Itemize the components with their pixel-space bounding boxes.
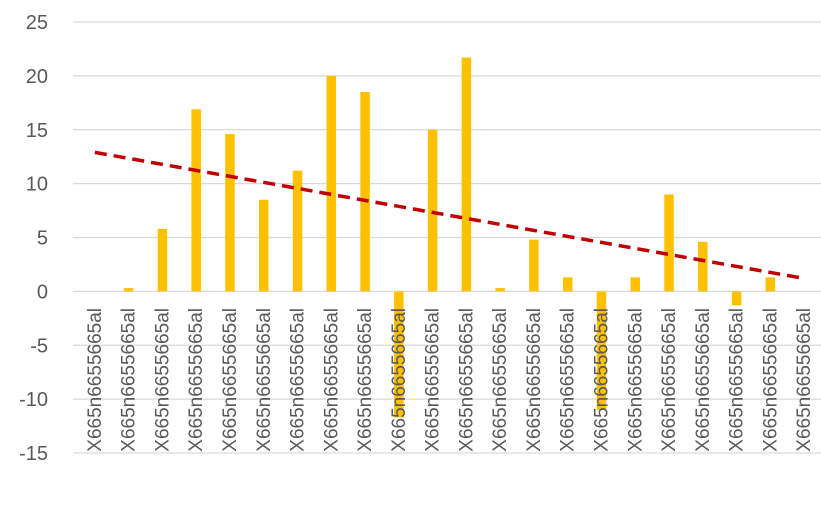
bar [225,134,235,292]
bar [157,228,168,292]
x-tick-label: X665n6655665al [186,308,207,452]
x-tick-label: X665n6655665al [760,308,781,452]
x-axis-ticks: X665n6655665al X665n6655665al X665n6655665… [85,308,815,452]
y-tick-label: 10 [26,174,48,196]
x-tick-label: X665n6655665al [152,308,173,452]
bar [259,199,269,292]
y-tick-label: 25 [26,12,48,34]
x-tick-label: X665n6655665al [659,308,680,452]
bar [529,239,539,292]
bar [630,277,640,292]
x-tick-label: X665n6655665al [794,308,815,452]
x-tick-label: X665n6655665al [389,308,410,452]
x-tick-label: X665n6655665al [693,308,714,452]
y-tick-label: 0 [37,281,48,303]
y-tick-label: -15 [19,443,48,465]
bar [765,277,776,292]
y-tick-label: -5 [30,335,48,357]
bars [123,57,776,418]
x-tick-label: X665n6655665al [355,308,376,452]
x-tick-label: X665n6655665al [423,308,444,452]
x-tick-label: X665n6655665al [490,308,511,452]
bar [123,288,134,292]
x-tick-label: X665n6655665al [558,308,579,452]
bar [562,277,573,292]
trendline [94,150,805,281]
bar [698,241,708,292]
x-tick-label: X665n6655665al [456,308,477,452]
x-tick-label: X665n6655665al [321,308,342,452]
bar [292,170,303,292]
x-tick-label: X665n6655665al [727,308,748,452]
bar [664,194,674,292]
y-tick-label: 15 [26,120,48,142]
bar [495,288,505,292]
bar [427,129,438,292]
x-tick-label: X665n6655665al [119,308,140,452]
y-tick-label: 20 [26,66,48,88]
bar [596,291,607,410]
y-axis-ticks: 25 20 15 10 5 0 -5 -10 -15 [19,12,48,465]
x-tick-label: X665n6655665al [85,308,106,452]
bar [326,75,337,292]
trendline-line [94,150,805,281]
x-tick-label: X665n6655665al [288,308,309,452]
x-tick-label: X665n6655665al [591,308,612,452]
bar [731,291,742,306]
x-tick-label: X665n6655665al [524,308,545,452]
y-tick-label: -10 [19,389,48,411]
bar [360,92,370,292]
y-tick-label: 5 [37,228,48,250]
bar [394,291,404,418]
bar [461,57,472,292]
bar [191,109,201,292]
x-tick-label: X665n6655665al [625,308,646,452]
x-tick-label: X665n6655665al [220,308,241,452]
x-tick-label: X665n6655665al [254,308,275,452]
